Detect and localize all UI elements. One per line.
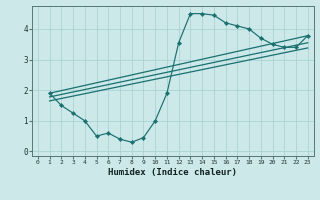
X-axis label: Humidex (Indice chaleur): Humidex (Indice chaleur): [108, 168, 237, 177]
